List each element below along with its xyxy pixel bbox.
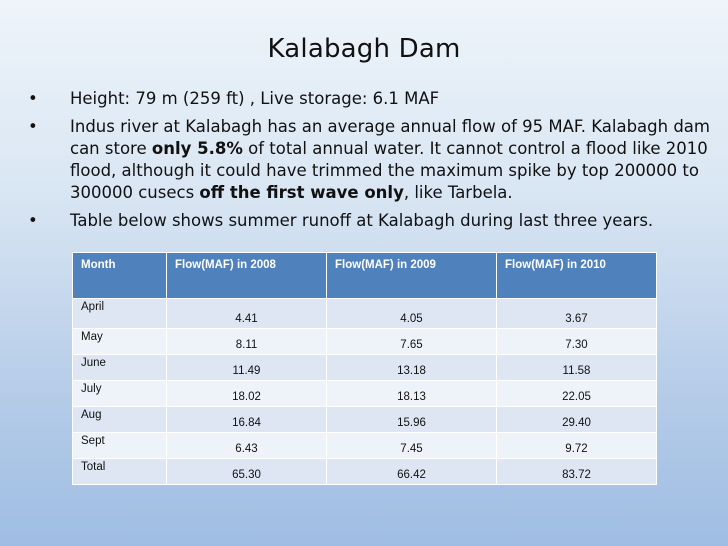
cell-month: July [72,380,167,407]
cell-2010: 9.72 [496,432,657,459]
bullet-symbol: • [28,211,38,230]
cell-2008: 8.11 [166,328,327,355]
cell-month: May [72,328,167,355]
bullet-symbol: • [28,89,38,108]
cell-2008: 16.84 [166,406,327,433]
cell-2009: 66.42 [326,458,497,485]
header-2008: Flow(MAF) in 2008 [166,252,327,299]
slide-title: Kalabagh Dam [267,34,461,64]
header-month: Month [72,252,167,299]
bullet-symbol: • [28,117,38,136]
cell-2009: 15.96 [326,406,497,433]
runoff-table: Month Flow(MAF) in 2008 Flow(MAF) in 200… [72,252,657,485]
bullet-text: Height: 79 m (259 ft) , Live storage: 6.… [70,89,440,108]
cell-2008: 18.02 [166,380,327,407]
bullet-text: Table below shows summer runoff at Kalab… [70,211,654,230]
cell-month: April [72,298,167,329]
table-row: July 18.02 18.13 22.05 [72,380,657,407]
table-row-total: Total 65.30 66.42 83.72 [72,458,657,485]
table-row: Sept 6.43 7.45 9.72 [72,432,657,459]
cell-2009: 7.65 [326,328,497,355]
cell-2010: 83.72 [496,458,657,485]
bullet-bold-storage-share: only 5.8% [151,139,243,158]
cell-2009: 7.45 [326,432,497,459]
bullet-text-part: of total annual water. It cannot control… [70,139,708,202]
cell-2009: 13.18 [326,354,497,381]
header-2009: Flow(MAF) in 2009 [326,252,497,299]
cell-2008: 4.41 [166,298,327,329]
cell-2008: 65.30 [166,458,327,485]
cell-month: June [72,354,167,381]
bullet-text-part: , like Tarbela. [403,183,513,202]
table-row: Aug 16.84 15.96 29.40 [72,406,657,433]
cell-month: Aug [72,406,167,433]
cell-2009: 4.05 [326,298,497,329]
bullet-height-storage: • Height: 79 m (259 ft) , Live storage: … [28,88,718,110]
bullet-list: • Height: 79 m (259 ft) , Live storage: … [28,88,718,238]
cell-2008: 11.49 [166,354,327,381]
table-row: May 8.11 7.65 7.30 [72,328,657,355]
cell-2010: 22.05 [496,380,657,407]
bullet-text-part: Indus river at Kalabagh has an average a… [70,117,710,158]
cell-2010: 29.40 [496,406,657,433]
cell-2008: 6.43 [166,432,327,459]
cell-2009: 18.13 [326,380,497,407]
cell-2010: 7.30 [496,328,657,355]
table-header-row: Month Flow(MAF) in 2008 Flow(MAF) in 200… [72,252,657,299]
cell-2010: 3.67 [496,298,657,329]
cell-2010: 11.58 [496,354,657,381]
table-row: June 11.49 13.18 11.58 [72,354,657,381]
cell-month: Sept [72,432,167,459]
bullet-bold-first-wave: off the first wave only [199,183,404,202]
bullet-annual-flow: • Indus river at Kalabagh has an average… [28,116,718,204]
table-row: April 4.41 4.05 3.67 [72,298,657,329]
cell-month: Total [72,458,167,485]
bullet-table-intro: • Table below shows summer runoff at Kal… [28,210,718,232]
header-2010: Flow(MAF) in 2010 [496,252,657,299]
